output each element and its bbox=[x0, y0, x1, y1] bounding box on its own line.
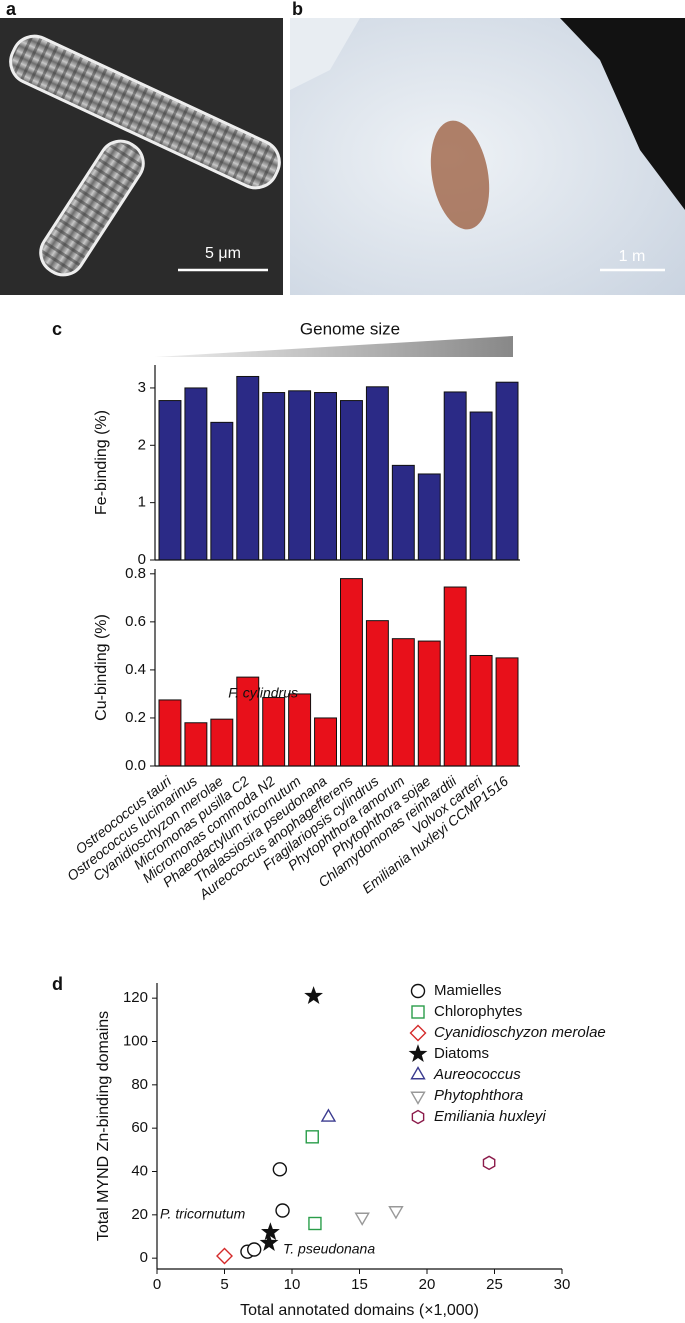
y-tick-label: 0 bbox=[140, 1249, 148, 1266]
marker bbox=[272, 1162, 288, 1177]
marker bbox=[308, 1216, 322, 1231]
legend-marker bbox=[411, 1005, 425, 1019]
bar bbox=[262, 697, 286, 767]
bar bbox=[443, 391, 467, 561]
marker bbox=[246, 1242, 262, 1257]
annotation: P. tricornutum bbox=[160, 1206, 246, 1222]
x-tick-label: 5 bbox=[220, 1276, 228, 1293]
bar bbox=[210, 421, 234, 561]
marker bbox=[305, 1130, 319, 1144]
marker bbox=[259, 1233, 279, 1251]
scale-label: 1 m bbox=[619, 248, 646, 265]
bar bbox=[340, 578, 363, 767]
legend-label: Cyanidioschyzon merolae bbox=[434, 1024, 606, 1041]
x-axis-label: Total annotated domains (×1,000) bbox=[240, 1302, 479, 1319]
bar bbox=[262, 392, 286, 561]
bar bbox=[495, 657, 519, 767]
bar bbox=[288, 693, 312, 767]
bar bbox=[469, 411, 493, 561]
bar bbox=[314, 392, 338, 561]
bar bbox=[184, 722, 208, 767]
y-tick-label: 20 bbox=[131, 1206, 148, 1223]
bar bbox=[158, 400, 182, 561]
legend-label: Diatoms bbox=[434, 1045, 489, 1062]
y-tick-label: 100 bbox=[123, 1032, 148, 1049]
panel-label: d bbox=[52, 974, 63, 994]
bar bbox=[443, 586, 467, 767]
x-tick-label: 15 bbox=[351, 1276, 368, 1293]
panel-label: a bbox=[6, 0, 17, 19]
y-tick-label: 2 bbox=[138, 436, 146, 453]
annotation: T. pseudonana bbox=[283, 1241, 375, 1257]
marker bbox=[216, 1247, 233, 1265]
x-tick-label: 25 bbox=[486, 1276, 503, 1293]
y-tick-label: 1 bbox=[138, 494, 146, 511]
legend-label: Mamielles bbox=[434, 982, 502, 999]
legend-marker bbox=[408, 1044, 428, 1062]
marker bbox=[388, 1206, 404, 1220]
panel-label: c bbox=[52, 319, 62, 339]
y-tick-label: 0.4 bbox=[125, 661, 146, 678]
legend-label: Aureococcus bbox=[433, 1066, 521, 1083]
bar bbox=[417, 473, 441, 561]
header: Genome size bbox=[300, 319, 400, 338]
bar bbox=[340, 400, 363, 561]
marker bbox=[261, 1222, 280, 1241]
bar bbox=[365, 620, 389, 767]
marker bbox=[482, 1155, 496, 1171]
bar bbox=[184, 387, 208, 561]
bar bbox=[391, 464, 415, 561]
bar bbox=[495, 381, 519, 561]
y-tick-label: 0 bbox=[138, 551, 146, 568]
y-tick-label: 0.0 bbox=[125, 757, 146, 774]
x-tick-label: 10 bbox=[284, 1276, 301, 1293]
bar bbox=[365, 386, 389, 561]
y-tick-label: 60 bbox=[131, 1119, 148, 1136]
diatom-cell bbox=[39, 139, 145, 277]
genome-size-wedge bbox=[155, 336, 513, 357]
diatom-cell bbox=[9, 34, 281, 190]
legend-label: Emiliania huxleyi bbox=[434, 1108, 546, 1125]
y-tick-label: 80 bbox=[131, 1076, 148, 1093]
y-tick-label: 120 bbox=[123, 989, 148, 1006]
y-axis-label: Fe-binding (%) bbox=[93, 410, 110, 515]
bar bbox=[236, 375, 260, 561]
legend-label: Chlorophytes bbox=[434, 1003, 522, 1020]
legend-marker bbox=[410, 1091, 426, 1105]
marker bbox=[354, 1212, 370, 1226]
y-axis-label: Total MYND Zn-binding domains bbox=[95, 1011, 112, 1241]
bar bbox=[210, 718, 234, 767]
legend-marker bbox=[410, 983, 426, 999]
legend-label: Phytophthora bbox=[434, 1087, 523, 1104]
y-tick-label: 40 bbox=[131, 1162, 148, 1179]
x-tick-label: 30 bbox=[554, 1276, 571, 1293]
bar bbox=[469, 654, 493, 767]
marker bbox=[275, 1203, 290, 1218]
legend-marker bbox=[410, 1066, 426, 1080]
y-tick-label: 0.8 bbox=[125, 565, 146, 582]
legend-marker bbox=[409, 1024, 427, 1042]
photo-ice bbox=[290, 18, 360, 90]
scale-label: 5 μm bbox=[205, 245, 241, 262]
marker bbox=[304, 986, 323, 1004]
annotation: F. cylindrus bbox=[228, 685, 298, 701]
y-tick-label: 0.6 bbox=[125, 613, 146, 630]
y-tick-label: 0.2 bbox=[125, 709, 146, 726]
bar bbox=[391, 638, 415, 767]
bar bbox=[314, 717, 338, 767]
y-axis-label: Cu-binding (%) bbox=[93, 614, 110, 721]
x-tick-label: 0 bbox=[153, 1276, 161, 1293]
y-tick-label: 3 bbox=[138, 379, 146, 396]
bar bbox=[158, 699, 182, 767]
algae-patch bbox=[430, 120, 490, 230]
x-tick-label: 20 bbox=[419, 1276, 436, 1293]
bar bbox=[417, 640, 441, 767]
marker bbox=[320, 1108, 337, 1122]
legend-marker bbox=[411, 1109, 425, 1125]
panel-label: b bbox=[292, 0, 303, 19]
photo-shadow bbox=[560, 18, 685, 210]
bar bbox=[288, 390, 312, 561]
